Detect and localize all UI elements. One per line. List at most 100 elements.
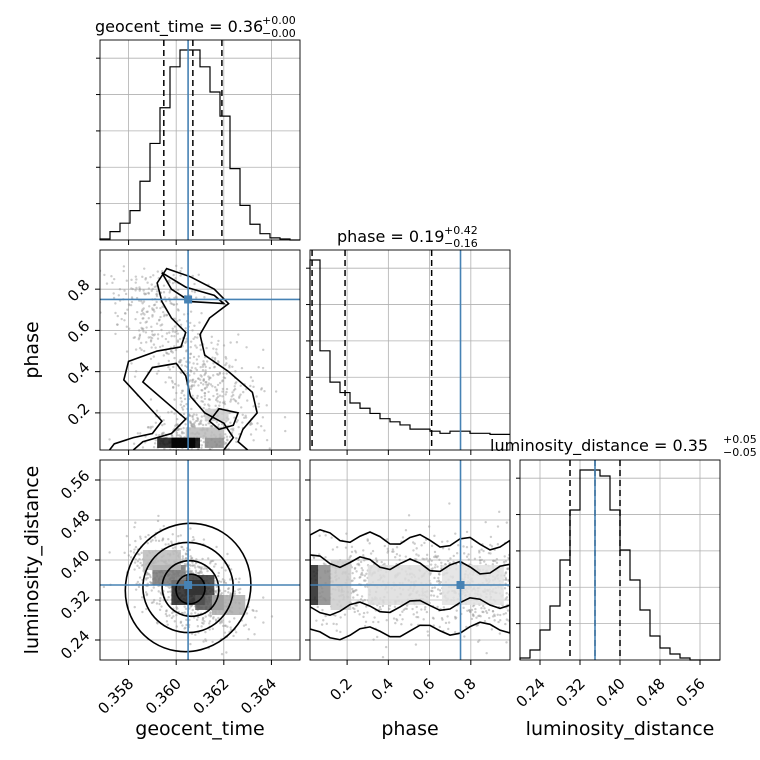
scatter-point	[152, 445, 156, 449]
scatter-point	[255, 395, 258, 398]
scatter-point	[176, 308, 180, 311]
scatter-point	[185, 349, 188, 352]
scatter-point	[386, 547, 389, 551]
scatter-point	[216, 360, 220, 363]
scatter-point	[197, 384, 200, 387]
scatter-point	[130, 278, 133, 282]
scatter-point	[447, 548, 451, 551]
scatter-point	[138, 557, 141, 561]
scatter-point	[231, 429, 235, 432]
scatter-point	[224, 441, 228, 445]
scatter-point	[499, 613, 502, 617]
scatter-point	[144, 591, 148, 594]
scatter-point	[495, 557, 499, 561]
scatter-point	[484, 610, 488, 613]
scatter-point	[196, 336, 199, 339]
scatter-point	[154, 421, 158, 425]
scatter-point	[244, 416, 248, 419]
scatter-point	[260, 387, 263, 390]
scatter-point	[354, 604, 357, 607]
scatter-point	[185, 340, 188, 343]
scatter-point	[191, 608, 194, 612]
scatter-point	[209, 611, 212, 614]
scatter-point	[435, 580, 439, 583]
panel-content	[102, 514, 274, 656]
xtick-label-geocent_time-3: 0.364	[237, 675, 280, 718]
scatter-point	[262, 621, 265, 624]
scatter-point	[198, 321, 201, 324]
scatter-point	[162, 354, 166, 357]
scatter-point	[193, 564, 196, 567]
scatter-point	[150, 330, 154, 333]
scatter-point	[352, 596, 355, 599]
panel-frame	[99, 39, 301, 241]
scatter-point	[191, 539, 194, 543]
scatter-point	[194, 569, 198, 572]
scatter-point	[391, 548, 395, 551]
scatter-point	[239, 393, 242, 396]
scatter-point	[360, 571, 364, 575]
scatter-point	[335, 629, 338, 632]
scatter-point	[134, 348, 138, 351]
scatter-point	[483, 560, 486, 563]
title-phase-plus: +0.42	[444, 224, 478, 237]
scatter-point	[239, 587, 242, 591]
histogram-geocent_time	[99, 49, 300, 241]
scatter-point	[190, 557, 193, 560]
scatter-point	[152, 600, 155, 604]
scatter-point	[201, 369, 205, 372]
scatter-point	[165, 332, 169, 335]
scatter-point	[166, 590, 170, 594]
scatter-point	[191, 415, 194, 419]
scatter-point	[436, 588, 440, 591]
scatter-point	[208, 562, 212, 565]
scatter-point	[175, 613, 178, 617]
scatter-point	[504, 622, 507, 626]
scatter-point	[169, 301, 172, 305]
scatter-point	[135, 286, 138, 290]
scatter-point	[505, 521, 509, 524]
scatter-point	[179, 534, 182, 537]
truth-marker	[456, 581, 465, 589]
scatter-point	[123, 289, 126, 292]
scatter-point	[159, 306, 162, 310]
scatter-point	[222, 624, 225, 628]
scatter-point	[223, 376, 227, 380]
scatter-point	[148, 574, 152, 577]
scatter-point	[369, 552, 373, 555]
scatter-point	[153, 442, 157, 445]
scatter-point	[227, 591, 230, 594]
contour-2	[208, 407, 240, 431]
scatter-point	[437, 576, 440, 580]
scatter-point	[129, 556, 133, 559]
contour-1	[132, 362, 235, 450]
scatter-point	[366, 611, 369, 614]
scatter-point	[353, 577, 356, 580]
scatter-point	[178, 318, 181, 322]
scatter-point	[350, 566, 354, 569]
scatter-point	[157, 454, 159, 456]
scatter-point	[210, 559, 213, 563]
scatter-point	[504, 578, 508, 581]
scatter-point	[455, 609, 458, 612]
scatter-point	[214, 404, 217, 408]
scatter-point	[199, 365, 202, 369]
scatter-point	[204, 639, 208, 643]
scatter-point	[447, 627, 450, 631]
scatter-point	[470, 617, 474, 621]
scatter-point	[139, 537, 142, 540]
scatter-point	[191, 380, 194, 383]
scatter-point	[482, 549, 485, 553]
scatter-point	[381, 655, 385, 659]
scatter-point	[181, 555, 185, 558]
scatter-point	[111, 281, 114, 285]
scatter-point	[197, 273, 200, 276]
scatter-point	[415, 615, 418, 619]
scatter-point	[263, 389, 266, 393]
scatter-point	[220, 621, 224, 624]
scatter-point	[140, 313, 143, 316]
scatter-point	[136, 564, 139, 568]
scatter-point	[202, 640, 205, 643]
scatter-point	[136, 580, 140, 584]
scatter-point	[332, 622, 335, 626]
